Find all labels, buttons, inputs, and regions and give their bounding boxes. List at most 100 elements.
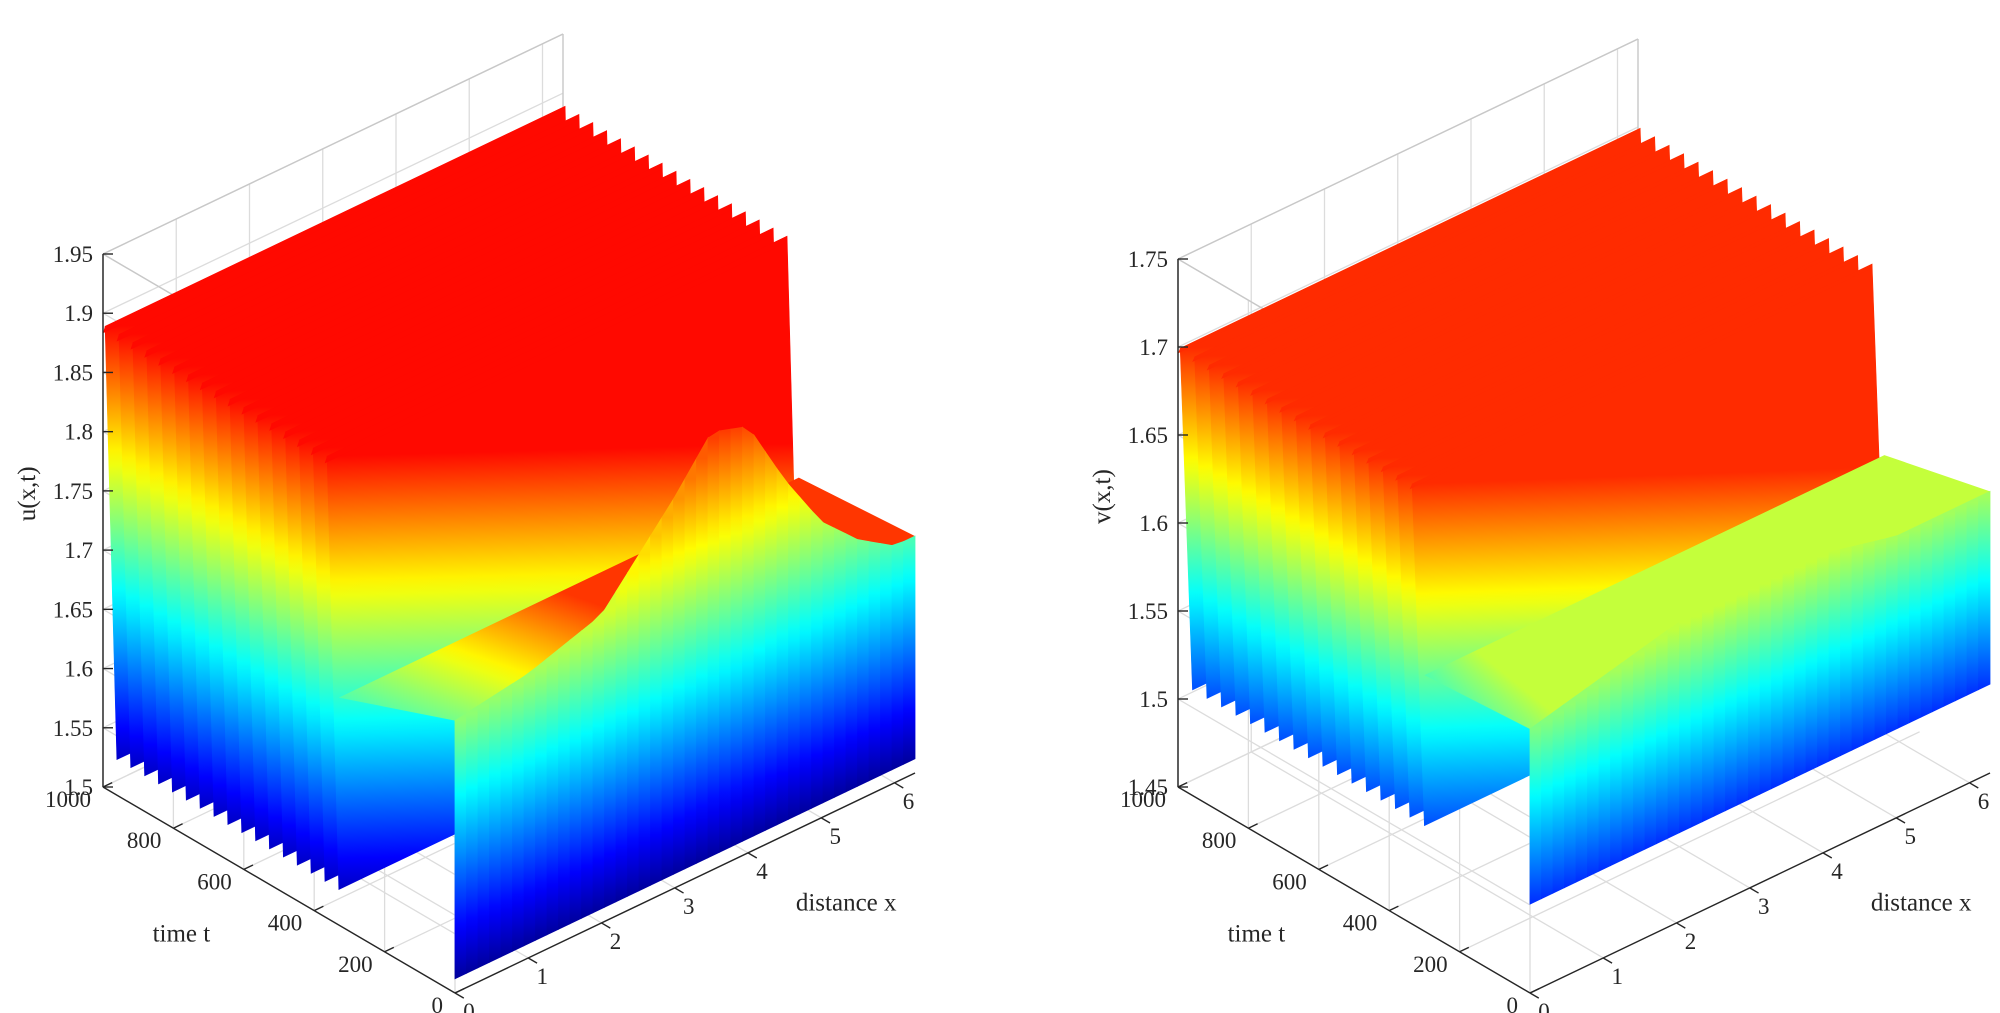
surface-front-face (1759, 577, 1772, 795)
surface-front-face (1702, 605, 1715, 823)
surface-front-face (1725, 594, 1738, 812)
surface-front-face (1587, 678, 1600, 878)
surface-front-face (845, 533, 858, 793)
surface-front-face (1828, 549, 1841, 762)
x-axis-line (1529, 772, 1991, 994)
surface-front-face (868, 541, 881, 782)
surface-front-face (719, 428, 732, 853)
z-axis-label: u(x,t) (14, 466, 41, 521)
surface-ridge-crest (1264, 179, 1728, 405)
x-tick-label: 5 (829, 824, 841, 849)
surface-ridge-crest (227, 179, 690, 407)
z-tick-label: 1.65 (53, 597, 93, 622)
surface-front-face (1610, 662, 1623, 867)
surface-ridge-crest (269, 203, 732, 431)
surface-front-face (765, 450, 778, 831)
surface-ridge-crest (1279, 187, 1742, 413)
z-tick-label: 1.9 (64, 301, 93, 326)
surface-transient-top (1424, 455, 1990, 729)
x-tick (1676, 922, 1686, 929)
surface-front-face (454, 712, 467, 980)
y-tick (384, 946, 395, 953)
surface-front-face (1955, 501, 1968, 702)
surface-ridge-crest (296, 219, 760, 448)
surface-ridge-crest (1409, 263, 1873, 490)
y-tick-label: 1000 (1120, 787, 1166, 812)
surface-front-face (500, 683, 513, 958)
surface-front-face (489, 690, 502, 963)
y-tick-label: 400 (1343, 911, 1378, 936)
x-tick-label: 5 (1904, 824, 1916, 849)
y-tick-label: 800 (1202, 828, 1237, 853)
surface-front-face (753, 433, 766, 837)
surface-front-face (1978, 490, 1991, 691)
surface-front-face (776, 467, 789, 826)
x-tick (527, 957, 538, 964)
z-tick-label: 1.5 (64, 775, 93, 800)
surface-front-face (1529, 719, 1542, 905)
surface-front-face (1920, 518, 1933, 718)
y-tick-label: 200 (1413, 952, 1448, 977)
surface-front-face (1541, 711, 1554, 900)
x-tick (1529, 992, 1540, 999)
x-tick-label: 3 (683, 894, 695, 919)
surface-front-face (857, 539, 870, 787)
surface-front-face (1748, 583, 1761, 801)
surface-front-face (1667, 621, 1680, 839)
grid-line (1250, 751, 1604, 959)
surface-front-face (1679, 616, 1692, 834)
surface-ridge-crest (1177, 128, 1641, 354)
surface-front-face (604, 590, 617, 908)
surface-ridge-crest (130, 122, 593, 350)
surface-ridge-crest (1221, 153, 1684, 379)
box-edge (102, 33, 564, 255)
surface-ridge-crest (1322, 213, 1786, 439)
surface (1177, 127, 1991, 905)
y-tick (1459, 946, 1470, 953)
z-tick-label: 1.75 (53, 479, 93, 504)
surface-front-face (558, 639, 571, 930)
surface-front-face (834, 527, 847, 798)
y-tick (1529, 987, 1540, 994)
surface-front-face (811, 509, 824, 809)
surface (102, 105, 916, 980)
surface-front-face (661, 497, 674, 881)
y-tick-label: 0 (432, 993, 444, 1013)
surface-front-face (1897, 529, 1910, 729)
x-axis-line (454, 772, 916, 994)
y-tick-label: 1000 (45, 787, 91, 812)
surface-front-face (707, 430, 720, 859)
surface-front-face (627, 553, 640, 897)
surface-front-face (569, 630, 582, 925)
z-tick-label: 1.5 (1139, 687, 1168, 712)
surface-front-face (673, 477, 686, 875)
surface-front-face (1644, 637, 1657, 850)
x-tick-label: 3 (1758, 894, 1770, 919)
surface-front-face (1805, 555, 1818, 773)
surface-front-face (822, 521, 835, 804)
surface-ridge-crest (1395, 255, 1858, 481)
surface-front-face (1840, 546, 1853, 757)
surface-front-face (742, 426, 755, 842)
surface-ridge-crest (1293, 196, 1757, 422)
grid-line (1459, 731, 1920, 953)
surface-ridge-crest (1380, 247, 1844, 473)
surface-ridge-crest (1250, 170, 1713, 396)
surface-front-face (1564, 695, 1577, 889)
x-tick-label: 6 (1978, 789, 1990, 814)
x-tick-label: 1 (536, 964, 548, 989)
surface-front-face (1782, 566, 1795, 784)
z-tick-label: 1.6 (1139, 511, 1168, 536)
surface-front-face (730, 426, 743, 848)
surface-front-face (1817, 551, 1830, 768)
z-tick-label: 1.6 (64, 657, 93, 682)
y-tick (1248, 823, 1258, 829)
x-tick (894, 782, 904, 789)
surface-front-face (696, 436, 709, 864)
x-tick-label: 4 (1831, 859, 1843, 884)
x-tick-label: 0 (463, 999, 475, 1013)
box-edge (1177, 38, 1639, 260)
y-tick (102, 781, 113, 788)
